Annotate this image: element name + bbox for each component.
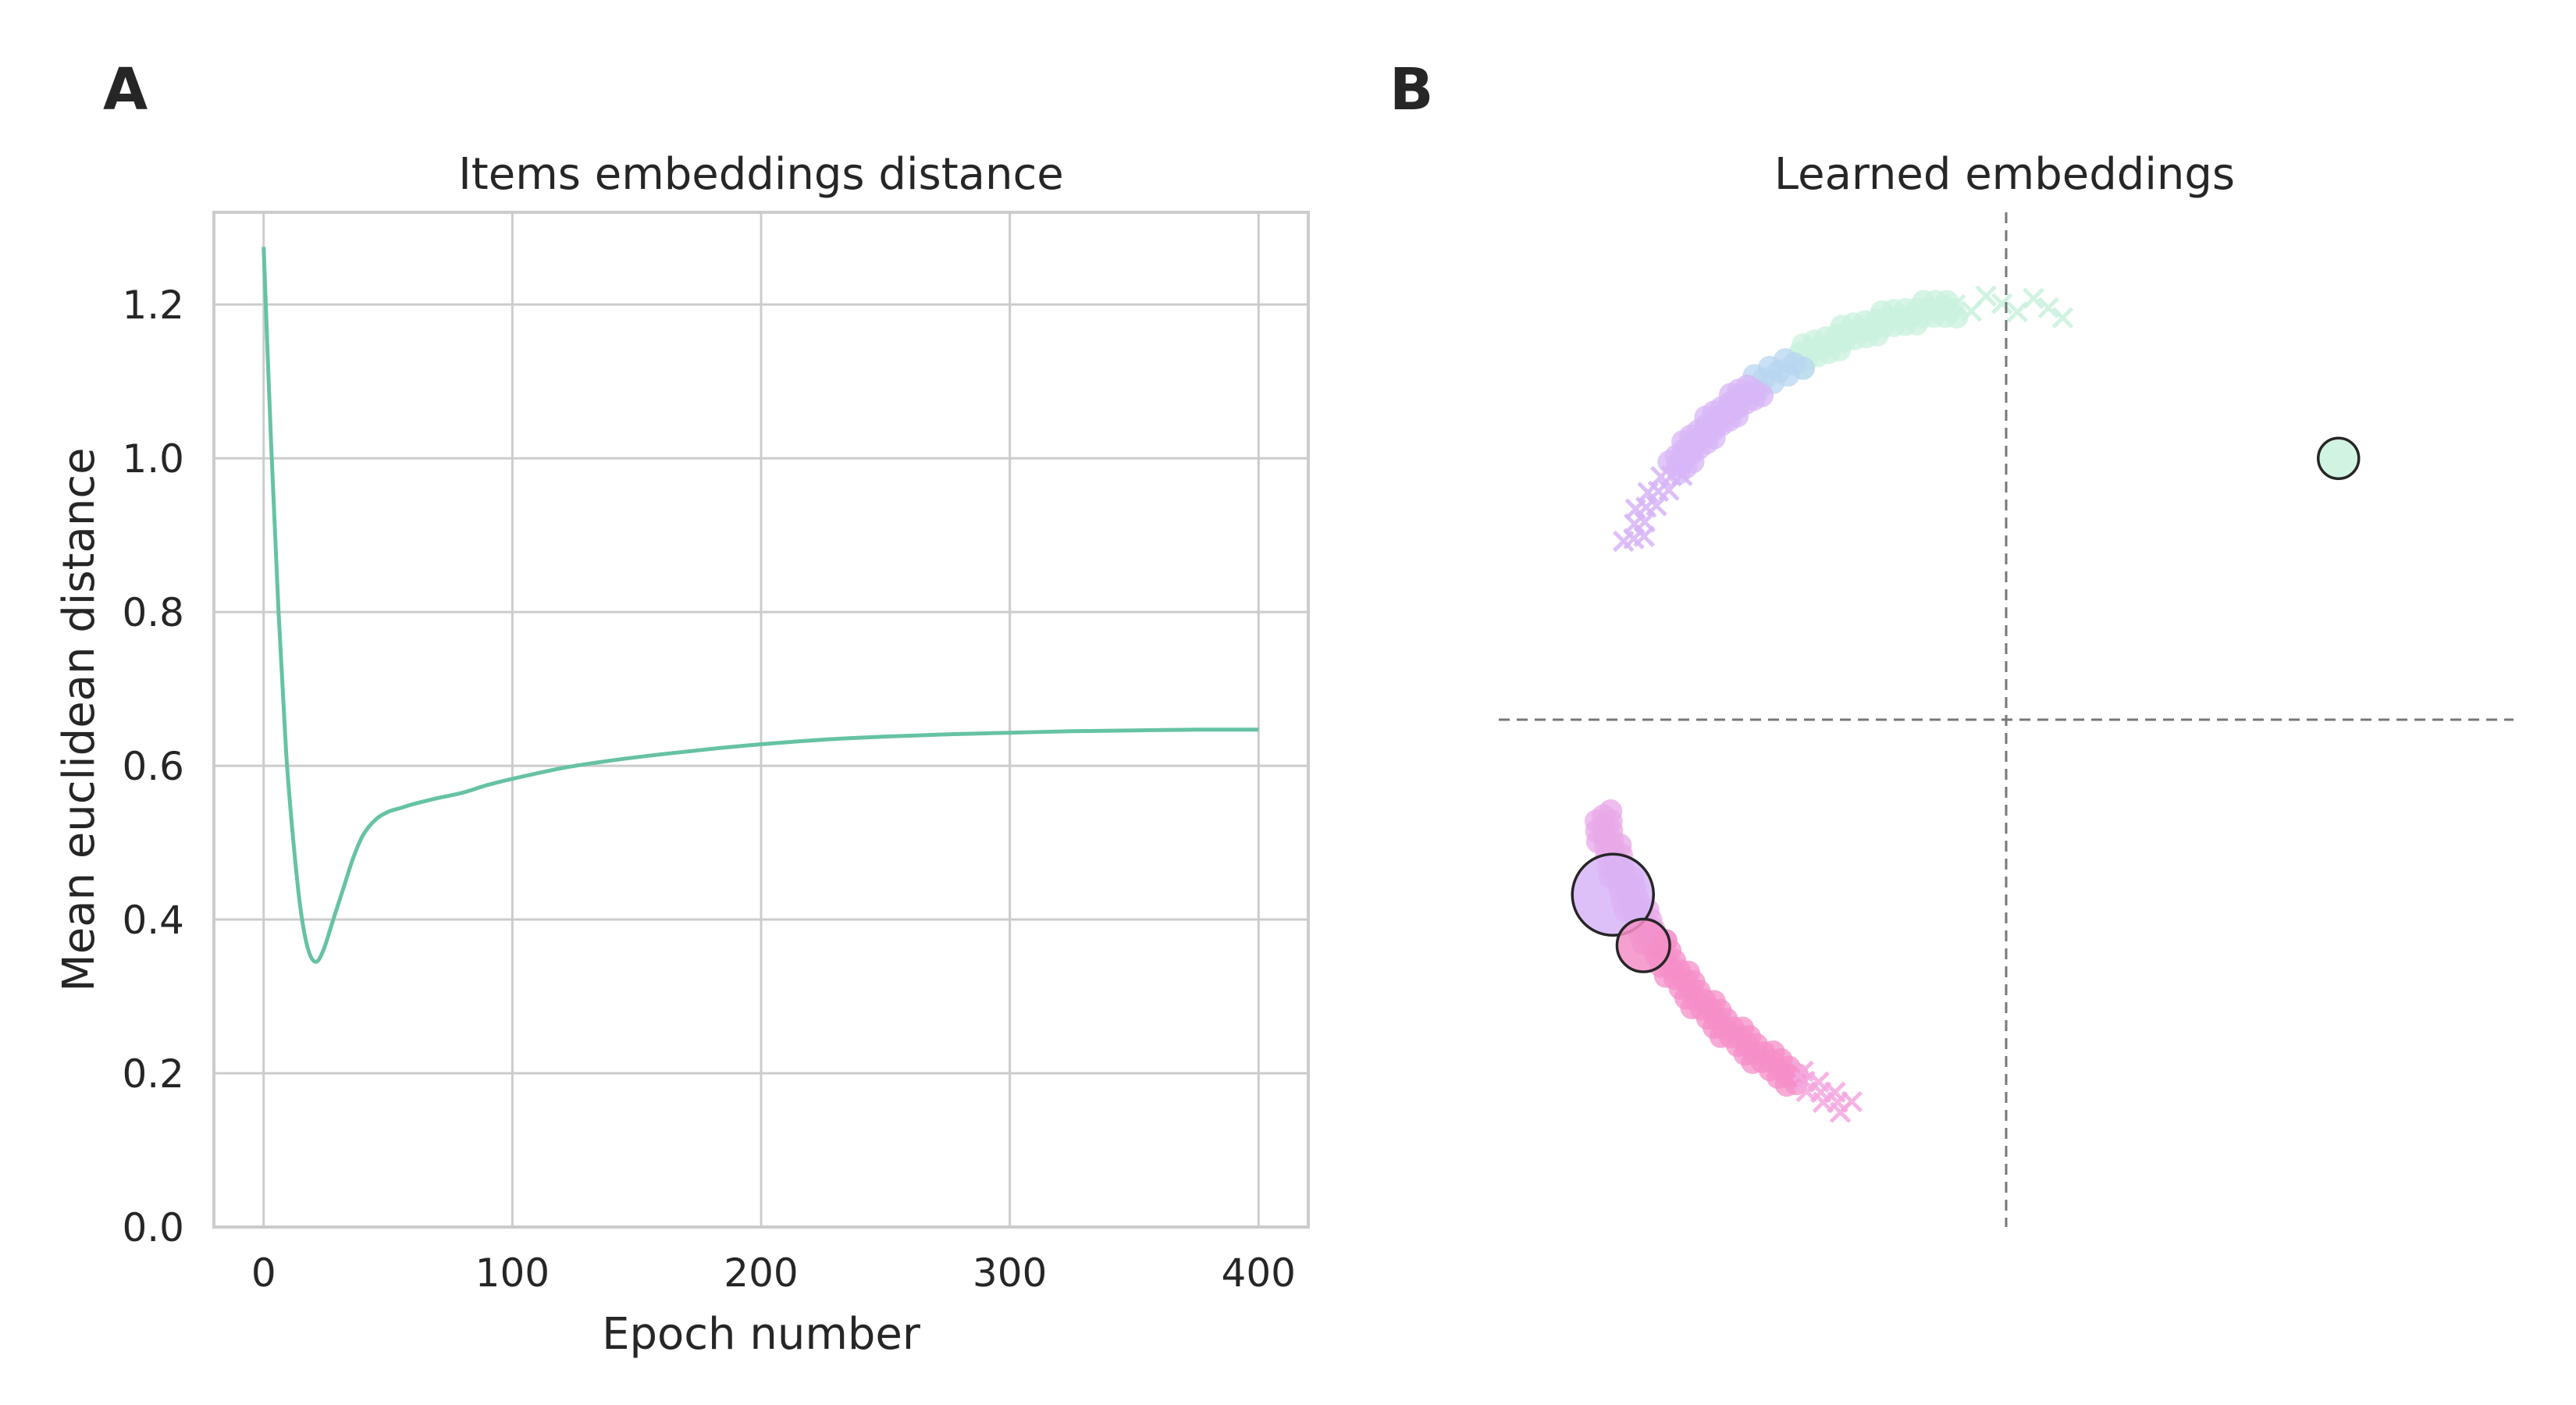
embedding-x-marker bbox=[2037, 297, 2059, 319]
chart-a-xtick-label: 300 bbox=[973, 1250, 1047, 1296]
centroid-marker bbox=[1571, 852, 1655, 937]
centroid-marker bbox=[1615, 917, 1671, 973]
embedding-x-marker bbox=[1613, 530, 1635, 553]
chart-a-ytick-label: 0.0 bbox=[122, 1205, 184, 1250]
chart-a-xtick-label: 400 bbox=[1222, 1250, 1296, 1296]
chart-a-xtick-label: 0 bbox=[251, 1250, 276, 1296]
chart-a-xtick-label: 200 bbox=[724, 1250, 798, 1296]
chart-b-learned-embeddings: Learned embeddings bbox=[1499, 149, 2514, 1227]
chart-a-ytick-label: 1.0 bbox=[122, 436, 184, 482]
chart-a-ytick-label: 0.8 bbox=[122, 590, 184, 635]
centroid-marker bbox=[2317, 436, 2361, 480]
embedding-x-marker bbox=[1841, 1090, 1863, 1113]
embedding-x-marker bbox=[1991, 293, 2013, 315]
chart-a-title: Items embeddings distance bbox=[458, 149, 1063, 200]
embedding-x-marker bbox=[2051, 307, 2074, 329]
chart-a-xtick-label: 100 bbox=[475, 1250, 550, 1296]
panel-a-letter: A bbox=[103, 56, 148, 123]
chart-a-items-distance: 0 100 200 300 400 0.0 0.2 0.4 0.6 0.8 1.0 1.2 Items… bbox=[54, 149, 1310, 1360]
chart-a-ytick-label: 0.6 bbox=[122, 744, 184, 789]
chart-a-series-line bbox=[262, 247, 1259, 964]
panel-b-letter: B bbox=[1389, 56, 1433, 123]
chart-a-ytick-label: 0.4 bbox=[122, 898, 184, 943]
chart-b-title: Learned embeddings bbox=[1774, 149, 2235, 200]
chart-a-ytick-label: 0.2 bbox=[122, 1051, 184, 1097]
embedding-x-marker bbox=[2006, 301, 2029, 323]
chart-a-xlabel: Epoch number bbox=[602, 1309, 921, 1360]
chart-a-ytick-label: 1.2 bbox=[122, 283, 184, 328]
chart-a-frame bbox=[212, 211, 1310, 1229]
chart-a-ylabel: Mean euclidean distance bbox=[54, 447, 105, 991]
